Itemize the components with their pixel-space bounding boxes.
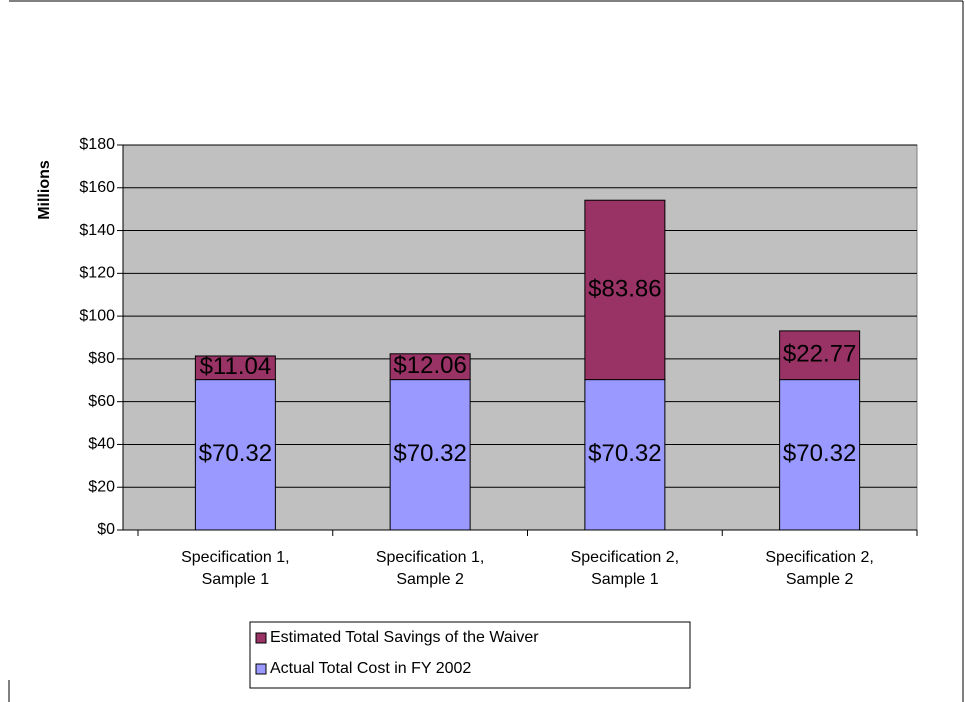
bar-segment	[194, 355, 276, 381]
data-label: $70.32	[783, 440, 856, 467]
y-tick-label: $0	[97, 521, 115, 538]
bar-segment	[779, 330, 861, 381]
x-tick-label: Specification 2,	[571, 549, 680, 566]
bar-segment	[779, 379, 861, 531]
data-label: $11.04	[200, 353, 272, 380]
bar-segment	[389, 353, 471, 381]
y-tick-label: $60	[88, 393, 115, 410]
legend-swatch	[255, 663, 267, 675]
legend	[249, 621, 691, 689]
y-tick-label: $120	[79, 265, 115, 282]
bar-segment	[194, 379, 276, 531]
data-label: $12.06	[393, 352, 466, 379]
y-tick-label: $80	[88, 350, 115, 367]
x-tick-label: Specification 1,	[181, 549, 290, 566]
data-label: $70.32	[199, 440, 272, 467]
y-tick-label: $40	[88, 436, 115, 453]
bar-segment	[584, 379, 666, 531]
y-tick-label: $140	[79, 222, 115, 239]
x-tick-label: Specification 1,	[376, 549, 485, 566]
bar-segment	[389, 379, 471, 531]
legend-swatch	[255, 632, 267, 644]
y-tick-label: $180	[79, 136, 115, 153]
data-label: $70.32	[588, 440, 661, 467]
x-tick-label: Sample 1	[202, 571, 270, 588]
y-tick-label: $160	[79, 179, 115, 196]
bar-segment	[584, 199, 666, 381]
y-axis-title: Millions	[36, 160, 53, 220]
x-tick-label: Specification 2,	[765, 549, 874, 566]
x-tick-label: Sample 2	[786, 571, 854, 588]
x-tick-label: Sample 2	[396, 571, 464, 588]
y-tick-label: $20	[88, 478, 115, 495]
data-label: $70.32	[393, 440, 466, 467]
legend-label: Actual Total Cost in FY 2002	[270, 660, 471, 677]
x-tick-label: Sample 1	[591, 571, 659, 588]
legend-label: Estimated Total Savings of the Waiver	[270, 629, 539, 646]
data-label: $83.86	[588, 275, 661, 302]
y-tick-label: $100	[79, 307, 115, 324]
data-label: $22.77	[783, 341, 856, 368]
